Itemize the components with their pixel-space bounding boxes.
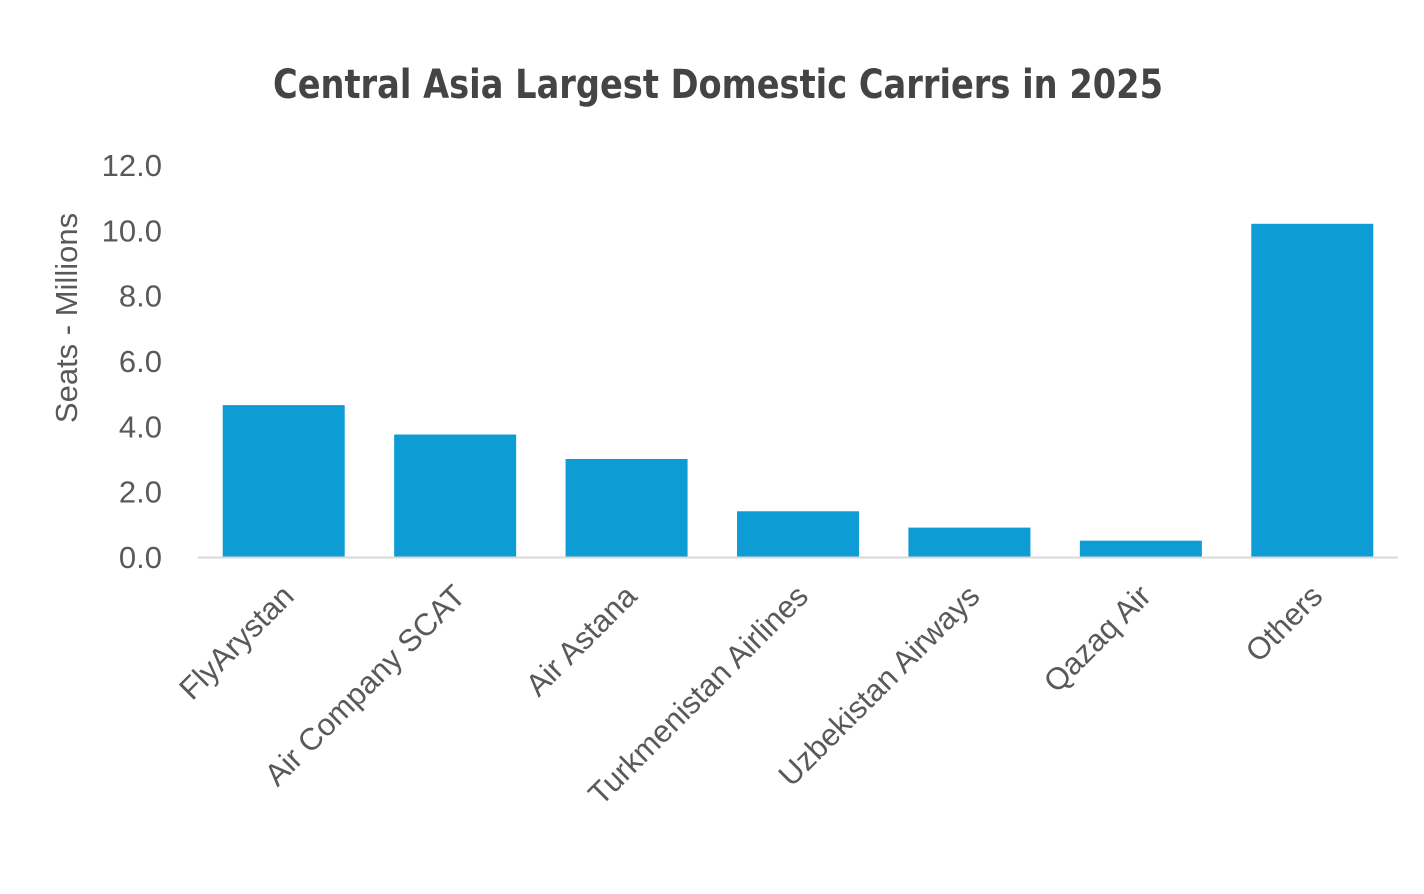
x-tick-label: Others: [1239, 578, 1330, 669]
y-tick-label: 2.0: [119, 475, 162, 510]
bar-air-company-scat: [394, 434, 517, 557]
bar-turkmenistan-airlines: [737, 511, 859, 557]
y-tick-label: 12.0: [102, 148, 162, 183]
x-tick-label: FlyArystan: [172, 578, 300, 706]
bar-uzbekistan-airways: [908, 527, 1031, 557]
y-tick-label: 10.0: [102, 213, 162, 248]
y-tick-label: 0.0: [119, 540, 162, 575]
bar-air-astana: [565, 459, 688, 557]
y-axis-label: Seats - Millions: [49, 213, 84, 423]
y-tick-label: 4.0: [119, 409, 162, 444]
bar-flyarystan: [222, 405, 345, 557]
x-tick-label: Qazaq Air: [1037, 578, 1158, 699]
bar-others: [1251, 223, 1374, 558]
x-tick-label: Air Astana: [519, 578, 644, 703]
y-tick-label: 6.0: [119, 344, 162, 379]
bar-qazaq-air: [1079, 540, 1202, 557]
y-tick-label: 8.0: [119, 279, 162, 314]
chart-title: Central Asia Largest Domestic Carriers i…: [273, 62, 1163, 108]
